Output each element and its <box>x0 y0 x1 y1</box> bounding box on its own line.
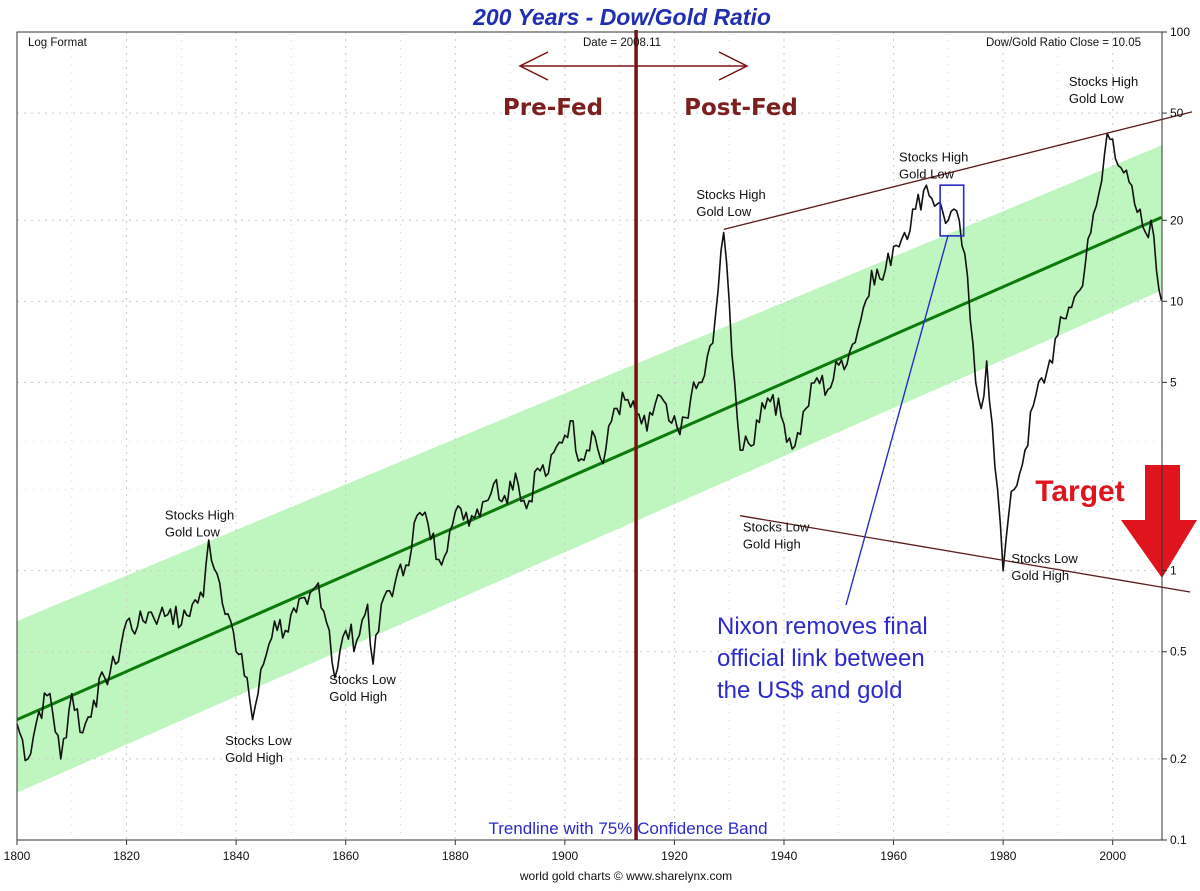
target-arrow-icon <box>1121 465 1197 578</box>
annotation-4-line-2: Gold Low <box>696 204 752 219</box>
x-tick-label: 1940 <box>771 849 798 863</box>
y-tick-label: 10 <box>1170 294 1184 308</box>
pre-fed-arrowhead <box>518 51 549 81</box>
target-label: Target <box>1035 475 1124 508</box>
annotation-5-line-1: Stocks Low <box>743 519 810 534</box>
annotation-2-line-1: Stocks Low <box>225 733 292 748</box>
annotation-3-line-1: Stocks Low <box>329 672 396 687</box>
x-tick-label: 1960 <box>880 849 907 863</box>
band-label: Trendline with 75% Confidence Band <box>488 819 767 838</box>
x-tick-label: 1860 <box>332 849 359 863</box>
nixon-note: Nixon removes final official link betwee… <box>717 613 928 704</box>
annotation-6-line-1: Stocks High <box>899 150 968 165</box>
annotation-4-line-1: Stocks High <box>696 187 765 202</box>
y-tick-label: 100 <box>1170 25 1190 39</box>
annotation-6-line-2: Gold Low <box>899 167 955 182</box>
y-tick-label: 5 <box>1170 375 1177 389</box>
y-tick-label: 0.2 <box>1170 752 1187 766</box>
annotation-5-line-2: Gold High <box>743 536 801 551</box>
annotation-1-line-2: Gold Low <box>165 524 221 539</box>
y-tick-label: 0.5 <box>1170 645 1187 659</box>
x-tick-label: 1920 <box>661 849 688 863</box>
x-tick-label: 1840 <box>223 849 250 863</box>
resistance-line <box>723 111 1193 231</box>
date-label: Date = 2008.11 <box>583 37 661 49</box>
y-tick-label: 0.1 <box>1170 833 1187 847</box>
x-tick-label: 2000 <box>1099 849 1126 863</box>
annotation-2-line-2: Gold High <box>225 750 283 765</box>
support-line <box>740 515 1191 593</box>
y-tick-label: 1 <box>1170 564 1177 578</box>
trendline <box>16 215 1163 721</box>
close-label: Dow/Gold Ratio Close = 10.05 <box>986 37 1141 49</box>
series-line-dow-gold-ratio <box>16 132 1163 762</box>
nixon-note-line-2: official link between <box>717 645 925 672</box>
credit-label: world gold charts © www.sharelynx.com <box>519 869 732 883</box>
pre-fed-label: Pre-Fed <box>503 95 603 121</box>
nixon-pointer-line <box>845 235 949 606</box>
x-tick-label: 1880 <box>442 849 469 863</box>
annotation-8-line-1: Stocks High <box>1069 74 1138 89</box>
nixon-note-line-1: Nixon removes final <box>717 613 928 640</box>
post-fed-arrowhead <box>718 51 749 81</box>
x-tick-label: 1820 <box>113 849 140 863</box>
nixon-highlight-box <box>939 184 965 237</box>
annotation-7-line-2: Gold High <box>1011 568 1069 583</box>
x-tick-label: 1800 <box>4 849 31 863</box>
y-tick-label: 50 <box>1170 106 1184 120</box>
x-tick-label: 1900 <box>551 849 578 863</box>
scale-label: Log Format <box>28 37 88 49</box>
x-tick-label: 1980 <box>990 849 1017 863</box>
annotation-8-line-2: Gold Low <box>1069 91 1125 106</box>
annotation-1-line-1: Stocks High <box>165 507 234 522</box>
annotation-7-line-1: Stocks Low <box>1011 551 1078 566</box>
y-tick-label: 20 <box>1170 213 1184 227</box>
chart-title: 200 Years - Dow/Gold Ratio <box>472 4 771 30</box>
post-fed-label: Post-Fed <box>684 95 798 121</box>
plot-frame <box>16 31 1163 841</box>
nixon-note-line-3: the US$ and gold <box>717 677 902 704</box>
annotation-3-line-2: Gold High <box>329 689 387 704</box>
